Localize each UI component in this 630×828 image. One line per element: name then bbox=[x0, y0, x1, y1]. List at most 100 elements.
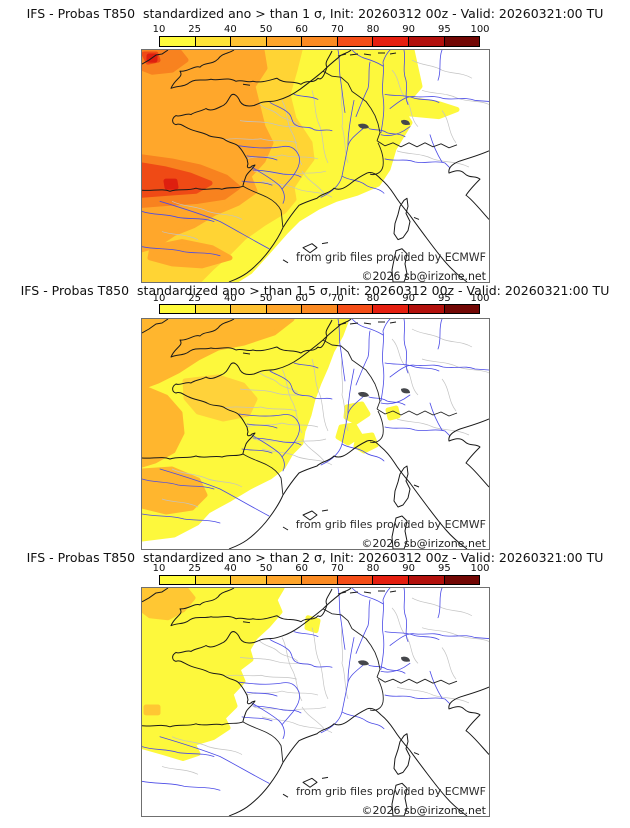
colorbar-tick-label: 50 bbox=[259, 563, 273, 574]
colorbar-tick-label: 50 bbox=[259, 24, 273, 35]
probability-field bbox=[147, 239, 233, 269]
ecmwf-credit: from grib files provided by ECMWF bbox=[296, 518, 486, 531]
colorbar-segment bbox=[444, 305, 480, 313]
colorbar-segment bbox=[231, 305, 267, 313]
colorbar-tick-label: 60 bbox=[295, 293, 309, 304]
colorbar-tick-label: 90 bbox=[402, 24, 416, 35]
map-svg: from grib files provided by ECMWF ©2026 s… bbox=[142, 588, 489, 816]
colorbar-segment bbox=[337, 305, 374, 313]
panel-title: IFS - Probas T850 standardized ano > tha… bbox=[20, 283, 610, 298]
colorbar-segment bbox=[408, 576, 445, 584]
admin-borders bbox=[161, 597, 489, 775]
rivers bbox=[142, 588, 489, 791]
lakes bbox=[358, 119, 410, 129]
colorbar-tick-labels: 10 25 40 50 60 70 80 90 95 100 bbox=[153, 293, 490, 304]
probability-overlays bbox=[142, 319, 401, 542]
copyright-text: ©2026 sb@irizone.net bbox=[362, 270, 487, 282]
colorbar-tick-label: 60 bbox=[295, 563, 309, 574]
colorbar-tick-label: 40 bbox=[223, 563, 237, 574]
colorbar-segment bbox=[195, 576, 232, 584]
ecmwf-credit: from grib files provided by ECMWF bbox=[296, 251, 486, 264]
colorbar-tick-labels: 10 25 40 50 60 70 80 90 95 100 bbox=[153, 563, 490, 574]
probability-field bbox=[343, 401, 371, 425]
colorbar-segment bbox=[266, 37, 303, 46]
country-borders bbox=[242, 608, 458, 763]
colorbar-segment bbox=[373, 576, 409, 584]
probability-field bbox=[401, 95, 460, 120]
colorbar-tick-label: 90 bbox=[402, 563, 416, 574]
colorbar-tick-label: 25 bbox=[188, 563, 202, 574]
colorbar-tick-label: 80 bbox=[366, 24, 380, 35]
colorbar-tick-label: 100 bbox=[470, 24, 490, 35]
probability-field bbox=[143, 704, 161, 716]
colorbar-tick-label: 25 bbox=[188, 24, 202, 35]
map-svg: from grib files provided by ECMWF ©2026 s… bbox=[142, 319, 489, 549]
colorbar-tick-label: 70 bbox=[330, 563, 344, 574]
panel-title: IFS - Probas T850 standardized ano > tha… bbox=[26, 550, 604, 565]
colorbar-segment bbox=[195, 37, 232, 46]
coastlines bbox=[142, 588, 489, 816]
colorbar bbox=[159, 304, 480, 314]
colorbar-segment bbox=[231, 576, 267, 584]
colorbar-tick-label: 25 bbox=[188, 293, 202, 304]
colorbar-tick-label: 10 bbox=[152, 24, 166, 35]
panel-title: IFS - Probas T850 standardized ano > tha… bbox=[26, 6, 604, 21]
colorbar-tick-label: 95 bbox=[437, 563, 451, 574]
coastlines bbox=[142, 50, 489, 282]
probability-field bbox=[142, 319, 295, 390]
colorbar-tick-label: 70 bbox=[330, 293, 344, 304]
copyright-text: ©2026 sb@irizone.net bbox=[362, 804, 487, 816]
colorbar-segment bbox=[337, 576, 374, 584]
probability-overlays bbox=[142, 50, 460, 282]
rivers bbox=[142, 50, 489, 257]
colorbar-segment bbox=[302, 305, 338, 313]
probability-field bbox=[182, 374, 258, 422]
lakes bbox=[358, 388, 410, 397]
colorbar-tick-label: 100 bbox=[470, 293, 490, 304]
colorbar-segment bbox=[266, 305, 303, 313]
map-canvas: from grib files provided by ECMWF ©2026 s… bbox=[141, 318, 490, 550]
colorbar-segment bbox=[231, 37, 267, 46]
colorbar-segment bbox=[444, 37, 480, 46]
colorbar bbox=[159, 575, 480, 585]
colorbar-tick-label: 60 bbox=[295, 24, 309, 35]
colorbar bbox=[159, 36, 480, 47]
colorbar-tick-label: 40 bbox=[223, 293, 237, 304]
probability-field bbox=[353, 432, 379, 454]
colorbar-tick-label: 50 bbox=[259, 293, 273, 304]
colorbar-segment bbox=[195, 305, 232, 313]
colorbar-segment bbox=[160, 37, 196, 46]
colorbar-segment bbox=[408, 37, 445, 46]
colorbar-tick-label: 40 bbox=[223, 24, 237, 35]
probability-field bbox=[163, 178, 179, 190]
colorbar-tick-label: 95 bbox=[437, 293, 451, 304]
rivers bbox=[142, 319, 489, 524]
colorbar-segment bbox=[373, 305, 409, 313]
colorbar-segment bbox=[302, 37, 338, 46]
ecmwf-credit: from grib files provided by ECMWF bbox=[296, 785, 486, 798]
probability-field bbox=[142, 384, 185, 468]
colorbar-tick-labels: 10 25 40 50 60 70 80 90 95 100 bbox=[153, 24, 490, 35]
colorbar-segment bbox=[266, 576, 303, 584]
colorbar-segment bbox=[408, 305, 445, 313]
map-canvas: from grib files provided by ECMWF ©2026 s… bbox=[141, 587, 490, 817]
colorbar-segment bbox=[444, 576, 480, 584]
probability-field bbox=[304, 615, 321, 634]
country-borders bbox=[242, 339, 458, 496]
colorbar-tick-label: 10 bbox=[152, 293, 166, 304]
colorbar-tick-label: 80 bbox=[366, 293, 380, 304]
colorbar-segment bbox=[160, 305, 196, 313]
colorbar-tick-label: 100 bbox=[470, 563, 490, 574]
colorbar-tick-label: 95 bbox=[437, 24, 451, 35]
colorbar-segment bbox=[337, 37, 374, 46]
colorbar-segment bbox=[302, 576, 338, 584]
map-canvas: from grib files provided by ECMWF ©2026 s… bbox=[141, 49, 490, 283]
lakes bbox=[358, 656, 410, 666]
colorbar-segment bbox=[373, 37, 409, 46]
copyright-text: ©2026 sb@irizone.net bbox=[361, 537, 486, 549]
colorbar-tick-label: 10 bbox=[152, 563, 166, 574]
colorbar-segment bbox=[160, 576, 196, 584]
colorbar-tick-label: 70 bbox=[330, 24, 344, 35]
probability-field bbox=[385, 405, 401, 421]
